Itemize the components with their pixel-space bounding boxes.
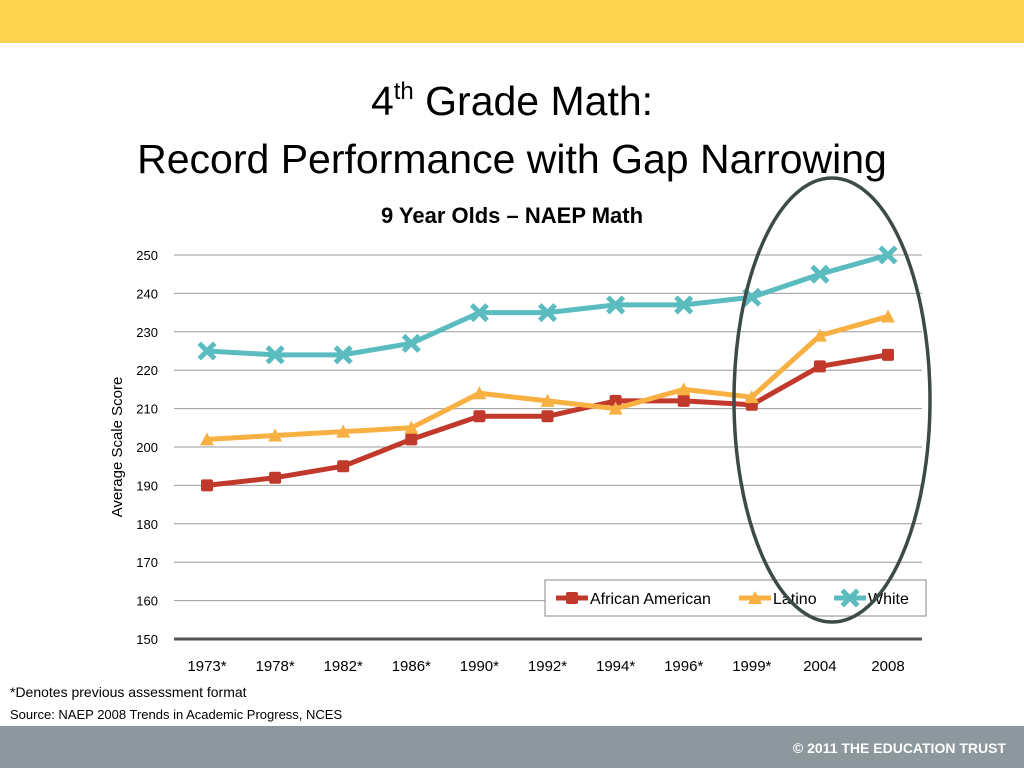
data-point-x bbox=[878, 245, 898, 265]
gridlines bbox=[174, 254, 922, 641]
data-point-x bbox=[840, 588, 860, 608]
data-point-triangle bbox=[744, 390, 759, 404]
data-point-triangle bbox=[540, 393, 555, 407]
chart-title: 9 Year Olds – NAEP Math bbox=[380, 203, 644, 228]
data-point-x bbox=[197, 341, 217, 361]
x-tick-label: 1996* bbox=[664, 658, 703, 675]
top-accent-bar bbox=[0, 0, 1024, 43]
y-tick-labels: 150 160 170 180 190 200 210 220 230 240 250 bbox=[136, 248, 158, 647]
series-line bbox=[206, 252, 889, 358]
x-tick-label: 2004 bbox=[803, 658, 836, 675]
series-african-american bbox=[201, 348, 894, 492]
data-point-x bbox=[537, 303, 558, 323]
data-point-triangle bbox=[472, 386, 487, 400]
slide-title: 4th Grade Math: Record Performance with … bbox=[0, 72, 1024, 188]
data-point-x bbox=[333, 345, 353, 365]
y-tick-label: 200 bbox=[136, 440, 158, 455]
series-lines bbox=[197, 245, 898, 492]
data-point-square bbox=[269, 471, 282, 484]
assessment-footnote: *Denotes previous assessment format bbox=[10, 684, 247, 700]
x-tick-label: 1992* bbox=[528, 658, 567, 675]
y-tick-label: 150 bbox=[136, 632, 158, 647]
data-point-square bbox=[541, 410, 554, 423]
x-tick-label: 1973* bbox=[187, 658, 226, 675]
data-point-square bbox=[405, 433, 418, 446]
y-tick-label: 240 bbox=[136, 286, 158, 301]
x-tick-labels: 1973* 1978* 1982* 1986* 1990* 1992* 1994* 1996*… bbox=[187, 658, 904, 675]
series-latino bbox=[200, 309, 895, 446]
data-point-triangle bbox=[812, 328, 827, 342]
data-point-triangle bbox=[748, 591, 762, 604]
data-point-x bbox=[810, 264, 830, 284]
y-tick-label: 180 bbox=[136, 517, 158, 532]
highlight-ellipse bbox=[732, 176, 932, 624]
data-point-triangle bbox=[608, 401, 623, 415]
legend-label: African American bbox=[590, 591, 711, 608]
data-point-triangle bbox=[676, 382, 691, 396]
x-tick-label: 1986* bbox=[392, 658, 431, 675]
data-point-triangle bbox=[404, 420, 419, 434]
y-tick-label: 250 bbox=[136, 248, 158, 263]
data-point-x bbox=[606, 295, 626, 315]
data-point-x bbox=[674, 295, 694, 315]
data-point-x bbox=[265, 345, 285, 365]
source-footnote: Source: NAEP 2008 Trends in Academic Pro… bbox=[10, 707, 343, 722]
copyright-text: © 2011 THE EDUCATION TRUST bbox=[792, 740, 1006, 756]
x-tick-label: 1978* bbox=[255, 658, 294, 675]
data-point-square bbox=[566, 592, 578, 604]
legend: African American Latino White bbox=[544, 579, 927, 617]
data-point-square bbox=[473, 410, 486, 423]
data-point-square bbox=[337, 460, 350, 473]
data-point-triangle bbox=[881, 309, 895, 323]
title-superscript: th bbox=[393, 78, 414, 105]
x-tick-label: 1999* bbox=[732, 658, 771, 675]
y-tick-label: 210 bbox=[136, 402, 158, 417]
y-tick-label: 220 bbox=[136, 363, 158, 378]
title-number: 4 bbox=[370, 78, 394, 124]
data-point-square bbox=[677, 394, 690, 407]
data-point-triangle bbox=[336, 424, 351, 438]
title-line1-rest: Grade Math: bbox=[413, 78, 654, 124]
x-tick-label: 2008 bbox=[871, 658, 904, 675]
data-point-square bbox=[609, 394, 622, 407]
slide-title-line1: 4th Grade Math: bbox=[0, 72, 1024, 130]
x-tick-label: 1982* bbox=[324, 658, 363, 675]
x-tick-label: 1994* bbox=[596, 658, 635, 675]
y-axis-label: Average Scale Score bbox=[109, 377, 126, 518]
y-tick-label: 160 bbox=[136, 594, 158, 609]
slide-title-line2: Record Performance with Gap Narrowing bbox=[137, 136, 887, 182]
x-tick-label: 1990* bbox=[460, 658, 499, 675]
data-point-square bbox=[882, 348, 894, 361]
footer-bar: © 2011 THE EDUCATION TRUST bbox=[0, 726, 1024, 768]
data-point-triangle bbox=[200, 432, 214, 446]
y-tick-label: 230 bbox=[136, 325, 158, 340]
data-point-x bbox=[401, 333, 421, 353]
series-white bbox=[197, 245, 898, 365]
data-point-square bbox=[813, 360, 826, 373]
data-point-square bbox=[201, 479, 213, 492]
data-point-triangle bbox=[268, 428, 283, 442]
data-point-x bbox=[469, 303, 489, 323]
y-tick-label: 170 bbox=[136, 555, 158, 570]
y-tick-label: 190 bbox=[136, 478, 158, 493]
